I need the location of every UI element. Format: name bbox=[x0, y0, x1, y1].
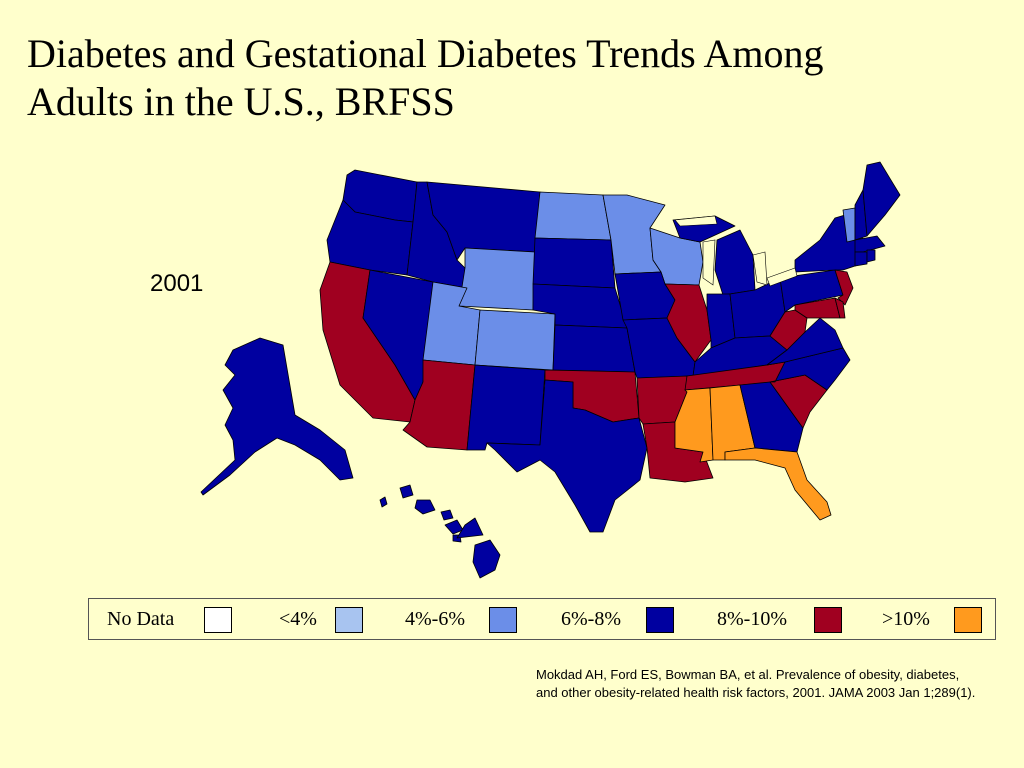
slide-title: Diabetes and Gestational Diabetes Trends… bbox=[27, 30, 1007, 126]
state-florida bbox=[724, 447, 832, 521]
state-maine bbox=[862, 161, 901, 237]
state-north-dakota bbox=[534, 191, 612, 241]
state-south-dakota bbox=[532, 237, 616, 289]
legend-label-8-10: 8%-10% bbox=[717, 608, 787, 630]
state-alaska bbox=[200, 337, 354, 496]
citation: Mokdad AH, Ford ES, Bowman BA, et al. Pr… bbox=[536, 666, 1016, 702]
legend: No Data <4% 4%-6% 6%-8% 8%-10% >10% bbox=[88, 598, 996, 640]
legend-swatch-lt4 bbox=[335, 607, 363, 633]
us-choropleth-map bbox=[200, 161, 901, 579]
state-connecticut bbox=[854, 251, 868, 267]
legend-swatch-no-data bbox=[204, 607, 232, 633]
legend-label-no-data: No Data bbox=[107, 608, 175, 630]
state-georgia bbox=[739, 381, 804, 453]
citation-line-2: and other obesity-related health risk fa… bbox=[536, 685, 976, 700]
legend-label-4-6: 4%-6% bbox=[405, 608, 465, 630]
legend-label-6-8: 6%-8% bbox=[561, 608, 621, 630]
legend-label-gt10: >10% bbox=[882, 608, 930, 630]
state-delaware bbox=[834, 297, 846, 319]
citation-line-1: Mokdad AH, Ford ES, Bowman BA, et al. Pr… bbox=[536, 667, 960, 682]
legend-swatch-6-8 bbox=[646, 607, 674, 633]
slide-title-line-2: Adults in the U.S., BRFSS bbox=[27, 79, 455, 124]
legend-swatch-8-10 bbox=[814, 607, 842, 633]
state-rhode-island bbox=[866, 249, 876, 263]
state-kansas bbox=[552, 324, 636, 373]
state-hawaii bbox=[379, 484, 501, 579]
state-wyoming bbox=[458, 247, 536, 311]
year-label: 2001 bbox=[150, 270, 204, 297]
state-pennsylvania bbox=[779, 269, 844, 313]
state-new-jersey bbox=[834, 269, 854, 306]
state-new-mexico bbox=[466, 364, 546, 451]
slide-title-line-1: Diabetes and Gestational Diabetes Trends… bbox=[27, 31, 824, 76]
legend-label-lt4: <4% bbox=[279, 608, 317, 630]
state-massachusetts bbox=[854, 235, 886, 253]
state-colorado bbox=[474, 309, 556, 371]
state-texas bbox=[486, 379, 648, 533]
legend-swatch-gt10 bbox=[954, 607, 982, 633]
legend-swatch-4-6 bbox=[489, 607, 517, 633]
great-lakes bbox=[674, 215, 798, 287]
